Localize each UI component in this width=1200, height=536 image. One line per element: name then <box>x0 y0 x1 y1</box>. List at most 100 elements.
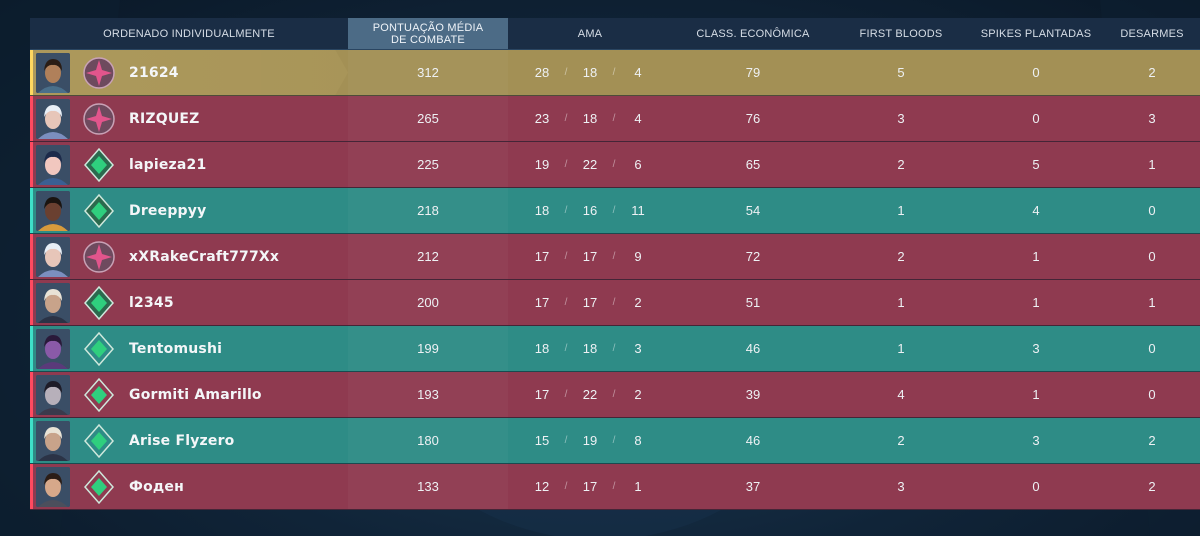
defuses-value: 0 <box>1148 203 1156 218</box>
rank-icon <box>82 423 116 458</box>
deaths-value: 22 <box>582 387 598 402</box>
agent-portrait-icon <box>36 328 70 369</box>
defuses-header[interactable]: DESARMES <box>1120 27 1184 40</box>
defuses-value: 0 <box>1148 341 1156 356</box>
kills-value: 12 <box>534 479 550 494</box>
rank-icon <box>82 193 116 228</box>
assists-value: 1 <box>634 479 642 494</box>
scoreboard: ORDENADO INDIVIDUALMENTE PONTUAÇÃO MÉDIA… <box>30 18 1200 510</box>
rank-icon <box>82 102 116 136</box>
player-row[interactable]: xXRakeCraft777Xx 212 17 / 17 / 9 72 2 1 … <box>30 234 1200 280</box>
acs-value: 225 <box>348 142 508 187</box>
kda-header[interactable]: AMA <box>577 27 603 40</box>
player-name[interactable]: RIZQUEZ <box>129 110 200 127</box>
agent-portrait-icon <box>36 282 70 323</box>
player-name[interactable]: Arise Flyzero <box>129 432 235 449</box>
econ-value: 46 <box>745 433 761 448</box>
player-name[interactable]: Gormiti Amarillo <box>129 386 262 403</box>
kda-separator: / <box>612 159 616 170</box>
first-bloods-value: 2 <box>897 249 905 264</box>
defuses-value: 1 <box>1148 295 1156 310</box>
deaths-value: 17 <box>582 479 598 494</box>
player-row[interactable]: lapieza21 225 19 / 22 / 6 65 2 5 1 <box>30 142 1200 188</box>
acs-header[interactable]: PONTUAÇÃO MÉDIA DE COMBATE <box>348 18 508 49</box>
kills-value: 15 <box>534 433 550 448</box>
assists-value: 2 <box>634 387 642 402</box>
deaths-value: 19 <box>582 433 598 448</box>
first-bloods-value: 2 <box>897 157 905 172</box>
kda-cell: 23 / 18 / 4 <box>508 96 672 141</box>
player-row[interactable]: Tentomushi 199 18 / 18 / 3 46 1 3 0 <box>30 326 1200 372</box>
player-row[interactable]: RIZQUEZ 265 23 / 18 / 4 76 3 0 3 <box>30 96 1200 142</box>
acs-value: 193 <box>348 372 508 417</box>
team-stripe <box>30 418 33 463</box>
player-name[interactable]: 21624 <box>129 64 179 81</box>
first-bloods-value: 5 <box>897 65 905 80</box>
assists-value: 4 <box>634 65 642 80</box>
acs-value: 180 <box>348 418 508 463</box>
player-name[interactable]: xXRakeCraft777Xx <box>129 248 280 265</box>
first-bloods-value: 4 <box>897 387 905 402</box>
plants-value: 3 <box>1032 433 1040 448</box>
acs-value: 218 <box>348 188 508 233</box>
kda-cell: 12 / 17 / 1 <box>508 464 672 509</box>
player-name[interactable]: Dreeppyy <box>129 202 207 219</box>
player-cell: Dreeppyy <box>30 188 348 233</box>
plants-value: 5 <box>1032 157 1040 172</box>
rank-icon <box>82 377 116 412</box>
defuses-value: 3 <box>1148 111 1156 126</box>
kda-separator: / <box>564 481 568 492</box>
assists-value: 9 <box>634 249 642 264</box>
kda-separator: / <box>612 251 616 262</box>
defuses-value: 0 <box>1148 387 1156 402</box>
player-row[interactable]: Фоден 133 12 / 17 / 1 37 3 0 2 <box>30 464 1200 510</box>
team-stripe <box>30 142 33 187</box>
econ-header[interactable]: CLASS. ECONÔMICA <box>696 27 810 40</box>
first-bloods-value: 3 <box>897 479 905 494</box>
defuses-value: 1 <box>1148 157 1156 172</box>
player-row[interactable]: Dreeppyy 218 18 / 16 / 11 54 1 4 0 <box>30 188 1200 234</box>
assists-value: 4 <box>634 111 642 126</box>
first-bloods-value: 2 <box>897 433 905 448</box>
agent-portrait-icon <box>36 144 70 185</box>
team-stripe <box>30 188 33 233</box>
rank-icon <box>82 240 116 274</box>
player-row[interactable]: l2345 200 17 / 17 / 2 51 1 1 1 <box>30 280 1200 326</box>
kills-value: 19 <box>534 157 550 172</box>
team-stripe <box>30 280 33 325</box>
kills-value: 18 <box>534 203 550 218</box>
kda-cell: 18 / 18 / 3 <box>508 326 672 371</box>
sort-individually-header[interactable]: ORDENADO INDIVIDUALMENTE <box>103 27 275 40</box>
kda-cell: 17 / 17 / 2 <box>508 280 672 325</box>
kda-cell: 17 / 22 / 2 <box>508 372 672 417</box>
player-row[interactable]: Arise Flyzero 180 15 / 19 / 8 46 2 3 2 <box>30 418 1200 464</box>
plants-value: 0 <box>1032 111 1040 126</box>
first-bloods-header[interactable]: FIRST BLOODS <box>859 27 943 40</box>
kda-separator: / <box>612 343 616 354</box>
kills-value: 17 <box>534 295 550 310</box>
kda-cell: 17 / 17 / 9 <box>508 234 672 279</box>
player-name[interactable]: Tentomushi <box>129 340 223 357</box>
acs-header-line1: PONTUAÇÃO MÉDIA <box>372 21 484 34</box>
plants-header[interactable]: SPIKES PLANTADAS <box>980 27 1092 40</box>
acs-value: 199 <box>348 326 508 371</box>
player-name[interactable]: lapieza21 <box>129 156 207 173</box>
scoreboard-header: ORDENADO INDIVIDUALMENTE PONTUAÇÃO MÉDIA… <box>30 18 1200 50</box>
plants-value: 0 <box>1032 65 1040 80</box>
kda-separator: / <box>564 435 568 446</box>
kda-separator: / <box>564 343 568 354</box>
kda-cell: 28 / 18 / 4 <box>508 50 672 95</box>
team-stripe <box>30 234 33 279</box>
deaths-value: 18 <box>582 341 598 356</box>
agent-portrait-icon <box>36 98 70 139</box>
player-name[interactable]: l2345 <box>129 294 174 311</box>
player-row[interactable]: 21624 312 28 / 18 / 4 79 5 0 2 <box>30 50 1200 96</box>
econ-value: 72 <box>745 249 761 264</box>
player-row[interactable]: Gormiti Amarillo 193 17 / 22 / 2 39 4 1 … <box>30 372 1200 418</box>
deaths-value: 18 <box>582 111 598 126</box>
kda-separator: / <box>564 297 568 308</box>
assists-value: 11 <box>631 203 645 218</box>
kda-separator: / <box>564 389 568 400</box>
econ-value: 46 <box>745 341 761 356</box>
player-name[interactable]: Фоден <box>129 478 184 495</box>
